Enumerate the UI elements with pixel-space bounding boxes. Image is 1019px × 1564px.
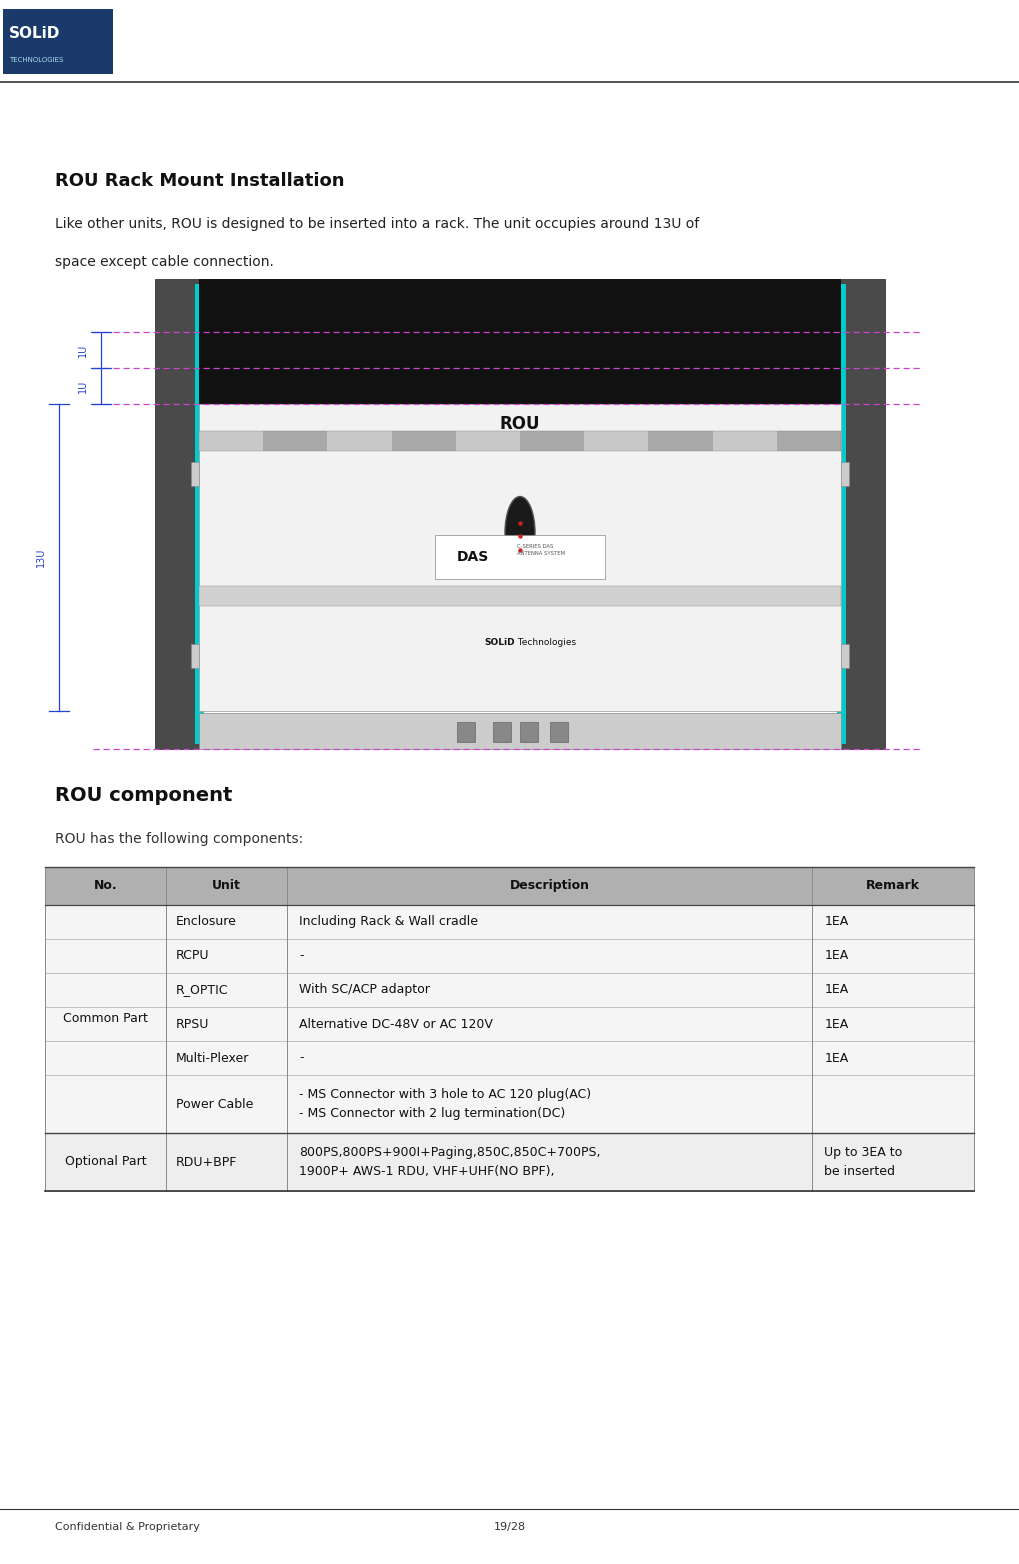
- Bar: [648, 432, 712, 450]
- Bar: [493, 723, 511, 741]
- Text: 1U: 1U: [78, 344, 88, 357]
- Text: 1U: 1U: [78, 380, 88, 393]
- Text: 19/28: 19/28: [493, 1522, 526, 1533]
- Text: 1EA: 1EA: [824, 1018, 849, 1031]
- Text: C-SERIES DAS
ANTENNA SYSTEM: C-SERIES DAS ANTENNA SYSTEM: [517, 544, 565, 555]
- Bar: [45, 938, 974, 973]
- Text: Including Rack & Wall cradle: Including Rack & Wall cradle: [300, 915, 478, 929]
- Bar: [3, 9, 113, 74]
- Bar: [391, 432, 455, 450]
- Bar: [837, 285, 846, 744]
- Bar: [45, 1132, 974, 1192]
- Text: With SC/ACP adaptor: With SC/ACP adaptor: [300, 984, 430, 996]
- Text: Description: Description: [510, 879, 590, 893]
- Text: Multi-Plexer: Multi-Plexer: [176, 1051, 250, 1065]
- Text: Like other units, ROU is designed to be inserted into a rack. The unit occupies : Like other units, ROU is designed to be …: [55, 217, 699, 231]
- Bar: [191, 644, 199, 668]
- Text: space except cable connection.: space except cable connection.: [55, 255, 274, 269]
- Text: Confidential & Proprietary: Confidential & Proprietary: [55, 1522, 200, 1533]
- Text: 1EA: 1EA: [824, 949, 849, 962]
- Bar: [45, 866, 974, 906]
- Bar: [457, 723, 475, 741]
- Bar: [455, 432, 520, 450]
- Bar: [550, 723, 568, 741]
- Text: RDU+BPF: RDU+BPF: [176, 1156, 237, 1168]
- Text: -: -: [300, 949, 304, 962]
- Bar: [841, 461, 849, 486]
- Bar: [45, 1042, 974, 1074]
- Text: ROU has the following components:: ROU has the following components:: [55, 832, 304, 846]
- Bar: [199, 278, 841, 404]
- Bar: [195, 285, 204, 744]
- Text: 1EA: 1EA: [824, 915, 849, 929]
- Bar: [45, 1007, 974, 1042]
- Bar: [520, 432, 584, 450]
- Text: Up to 3EA to
be inserted: Up to 3EA to be inserted: [824, 1146, 903, 1178]
- Bar: [191, 461, 199, 486]
- Text: RPSU: RPSU: [176, 1018, 210, 1031]
- Text: Remark: Remark: [866, 879, 920, 893]
- Text: Technologies: Technologies: [515, 638, 576, 647]
- Text: - MS Connector with 3 hole to AC 120 plug(AC)
- MS Connector with 2 lug terminat: - MS Connector with 3 hole to AC 120 plu…: [300, 1089, 591, 1120]
- Text: Optional Part: Optional Part: [65, 1156, 147, 1168]
- Bar: [199, 586, 841, 605]
- Bar: [776, 432, 841, 450]
- Bar: [435, 535, 605, 579]
- Text: 800PS,800PS+900I+Paging,850C,850C+700PS,
1900P+ AWS-1 RDU, VHF+UHF(NO BPF),: 800PS,800PS+900I+Paging,850C,850C+700PS,…: [300, 1146, 601, 1178]
- Text: 1EA: 1EA: [824, 984, 849, 996]
- Text: SOLiD: SOLiD: [484, 638, 515, 647]
- Bar: [199, 404, 841, 712]
- Bar: [584, 432, 648, 450]
- Text: RCPU: RCPU: [176, 949, 210, 962]
- Bar: [199, 432, 841, 450]
- Text: R_OPTIC: R_OPTIC: [176, 984, 228, 996]
- Bar: [263, 432, 327, 450]
- Bar: [327, 432, 391, 450]
- Text: SOLiD: SOLiD: [9, 27, 60, 42]
- Text: No.: No.: [94, 879, 117, 893]
- Bar: [199, 432, 263, 450]
- Text: ROU component: ROU component: [55, 787, 232, 805]
- Text: 1EA: 1EA: [824, 1051, 849, 1065]
- Bar: [45, 1074, 974, 1132]
- Text: -: -: [300, 1051, 304, 1065]
- Text: Enclosure: Enclosure: [176, 915, 237, 929]
- Text: Unit: Unit: [212, 879, 242, 893]
- Bar: [841, 644, 849, 668]
- Text: DAS: DAS: [457, 551, 489, 565]
- Text: Alternative DC-48V or AC 120V: Alternative DC-48V or AC 120V: [300, 1018, 493, 1031]
- Text: Common Part: Common Part: [63, 1012, 148, 1026]
- Text: TECHNOLOGIES: TECHNOLOGIES: [9, 56, 63, 63]
- Text: 13U: 13U: [36, 547, 46, 568]
- Bar: [45, 906, 974, 938]
- Ellipse shape: [505, 496, 535, 568]
- Bar: [199, 713, 841, 749]
- Bar: [155, 278, 199, 749]
- Bar: [841, 278, 884, 749]
- Bar: [712, 432, 776, 450]
- Text: ROU: ROU: [499, 414, 540, 433]
- Bar: [45, 973, 974, 1007]
- Bar: [520, 723, 538, 741]
- Text: Power Cable: Power Cable: [176, 1098, 254, 1110]
- Text: ROU Rack Mount Installation: ROU Rack Mount Installation: [55, 172, 344, 189]
